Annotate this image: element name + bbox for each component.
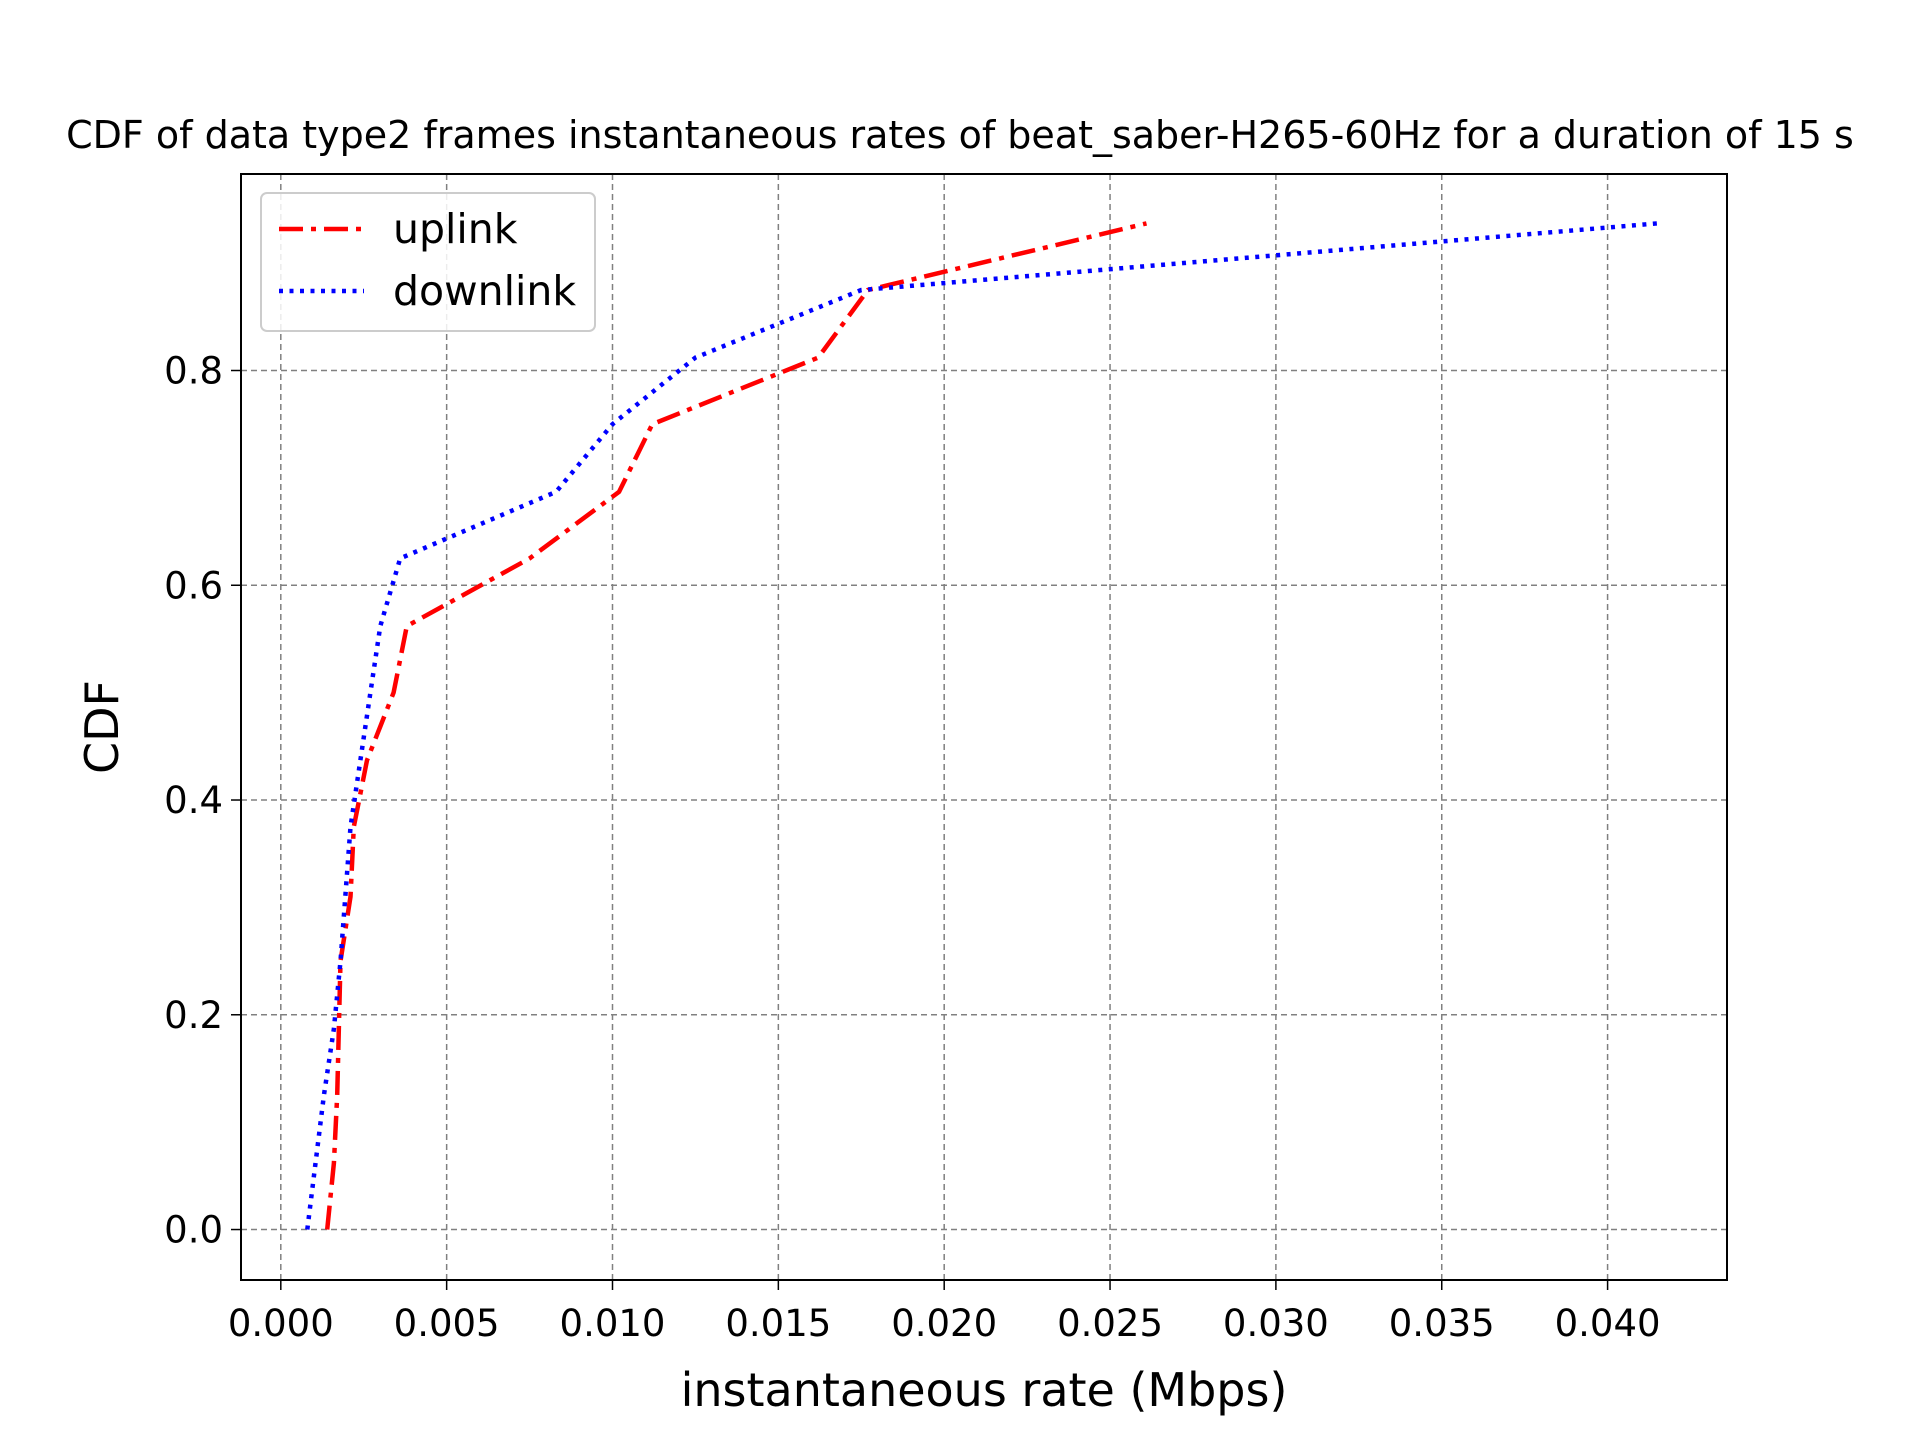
legend-label-downlink: downlink <box>393 267 576 315</box>
legend: uplink downlink <box>260 192 596 332</box>
series-line-uplink <box>324 221 1148 1230</box>
series-line-downlink <box>305 221 1658 1230</box>
y-tick-label: 0.6 <box>164 564 223 607</box>
y-axis-label: CDF <box>75 680 129 774</box>
x-tick-label: 0.020 <box>891 1302 997 1345</box>
y-tick-label: 0.2 <box>164 994 223 1037</box>
x-axis-label: instantaneous rate (Mbps) <box>681 1363 1288 1417</box>
y-tick-label: 0.8 <box>164 350 223 393</box>
y-tick-label: 0.4 <box>164 779 223 822</box>
x-tick-label: 0.015 <box>725 1302 831 1345</box>
series-lines <box>305 221 1658 1230</box>
x-tick-label: 0.000 <box>228 1302 334 1345</box>
grid-lines <box>241 174 1727 1280</box>
x-tick-label: 0.040 <box>1555 1302 1661 1345</box>
x-tick-label: 0.005 <box>394 1302 500 1345</box>
axis-ticks: 0.000 0.005 0.010 0.015 0.020 0.025 0.030 0.035… <box>164 350 1660 1345</box>
x-tick-label: 0.035 <box>1389 1302 1495 1345</box>
legend-label-uplink: uplink <box>393 205 518 253</box>
chart-title: CDF of data type2 frames instantaneous r… <box>66 113 1854 157</box>
y-tick-label: 0.0 <box>164 1209 223 1252</box>
plot-area-frame <box>240 173 1728 1281</box>
x-tick-label: 0.030 <box>1223 1302 1329 1345</box>
x-tick-label: 0.010 <box>560 1302 666 1345</box>
x-tick-label: 0.025 <box>1057 1302 1163 1345</box>
